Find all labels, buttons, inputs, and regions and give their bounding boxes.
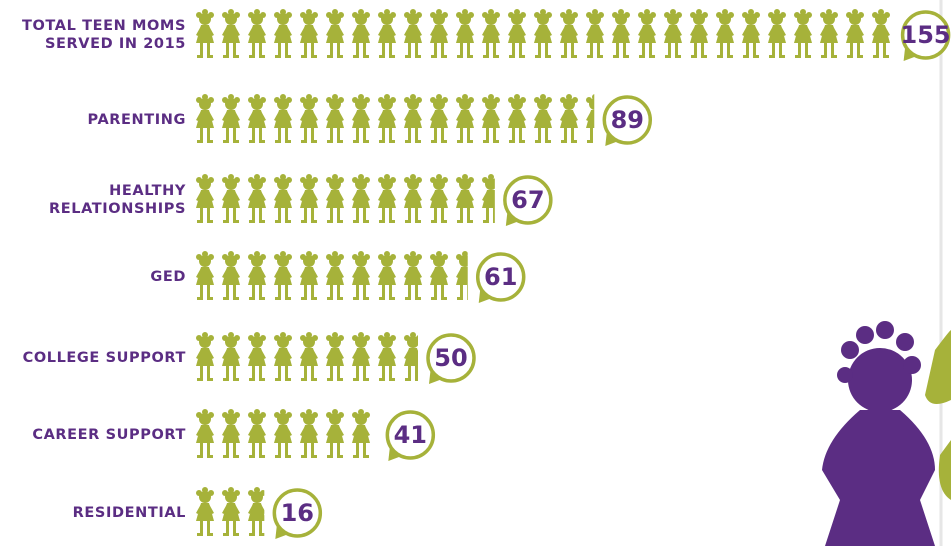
category-label: COLLEGE SUPPORT bbox=[22, 350, 186, 366]
icon-row bbox=[192, 250, 468, 304]
pin-circle bbox=[272, 488, 323, 538]
icon-bar bbox=[192, 93, 595, 147]
value-pin: 67 bbox=[503, 175, 553, 226]
value-label: 16 bbox=[281, 499, 314, 527]
value-pin: 16 bbox=[272, 488, 323, 539]
value-pin: 50 bbox=[426, 333, 476, 384]
value-pin: 155 bbox=[900, 10, 951, 61]
category-label: PARENTING bbox=[87, 112, 186, 128]
category-label: GED bbox=[150, 269, 186, 285]
category-label: HEALTHY RELATIONSHIPS bbox=[49, 183, 186, 217]
category-label: RESIDENTIAL bbox=[72, 505, 186, 521]
value-pin: 61 bbox=[475, 252, 526, 303]
icon-bar bbox=[192, 486, 265, 540]
icon-row bbox=[192, 173, 495, 227]
icon-bar bbox=[192, 331, 418, 385]
value-label: 155 bbox=[901, 21, 951, 49]
value-label: 89 bbox=[611, 106, 644, 134]
value-label: 41 bbox=[394, 421, 427, 449]
value-label: 50 bbox=[434, 344, 467, 372]
pin-circle bbox=[385, 410, 436, 460]
icon-row bbox=[192, 486, 265, 540]
icon-bar bbox=[192, 8, 893, 62]
value-label: 67 bbox=[511, 186, 544, 214]
pin-circle bbox=[900, 10, 951, 60]
icon-row bbox=[192, 331, 418, 385]
value-pin: 41 bbox=[385, 410, 436, 461]
pin-circle bbox=[602, 95, 653, 145]
icon-row bbox=[192, 8, 893, 62]
pin-circle bbox=[426, 333, 476, 383]
category-label: TOTAL TEEN MOMS SERVED IN 2015 bbox=[21, 18, 186, 52]
icon-row bbox=[192, 408, 378, 462]
icon-bar bbox=[192, 173, 495, 227]
decorative-figure bbox=[822, 321, 951, 546]
icon-bar bbox=[192, 408, 378, 462]
value-pin: 89 bbox=[602, 95, 653, 146]
icon-row bbox=[192, 93, 595, 147]
value-label: 61 bbox=[484, 263, 517, 291]
icon-bar bbox=[192, 250, 468, 304]
pin-circle bbox=[475, 252, 526, 302]
category-label: CAREER SUPPORT bbox=[32, 427, 186, 443]
pin-circle bbox=[503, 175, 553, 225]
